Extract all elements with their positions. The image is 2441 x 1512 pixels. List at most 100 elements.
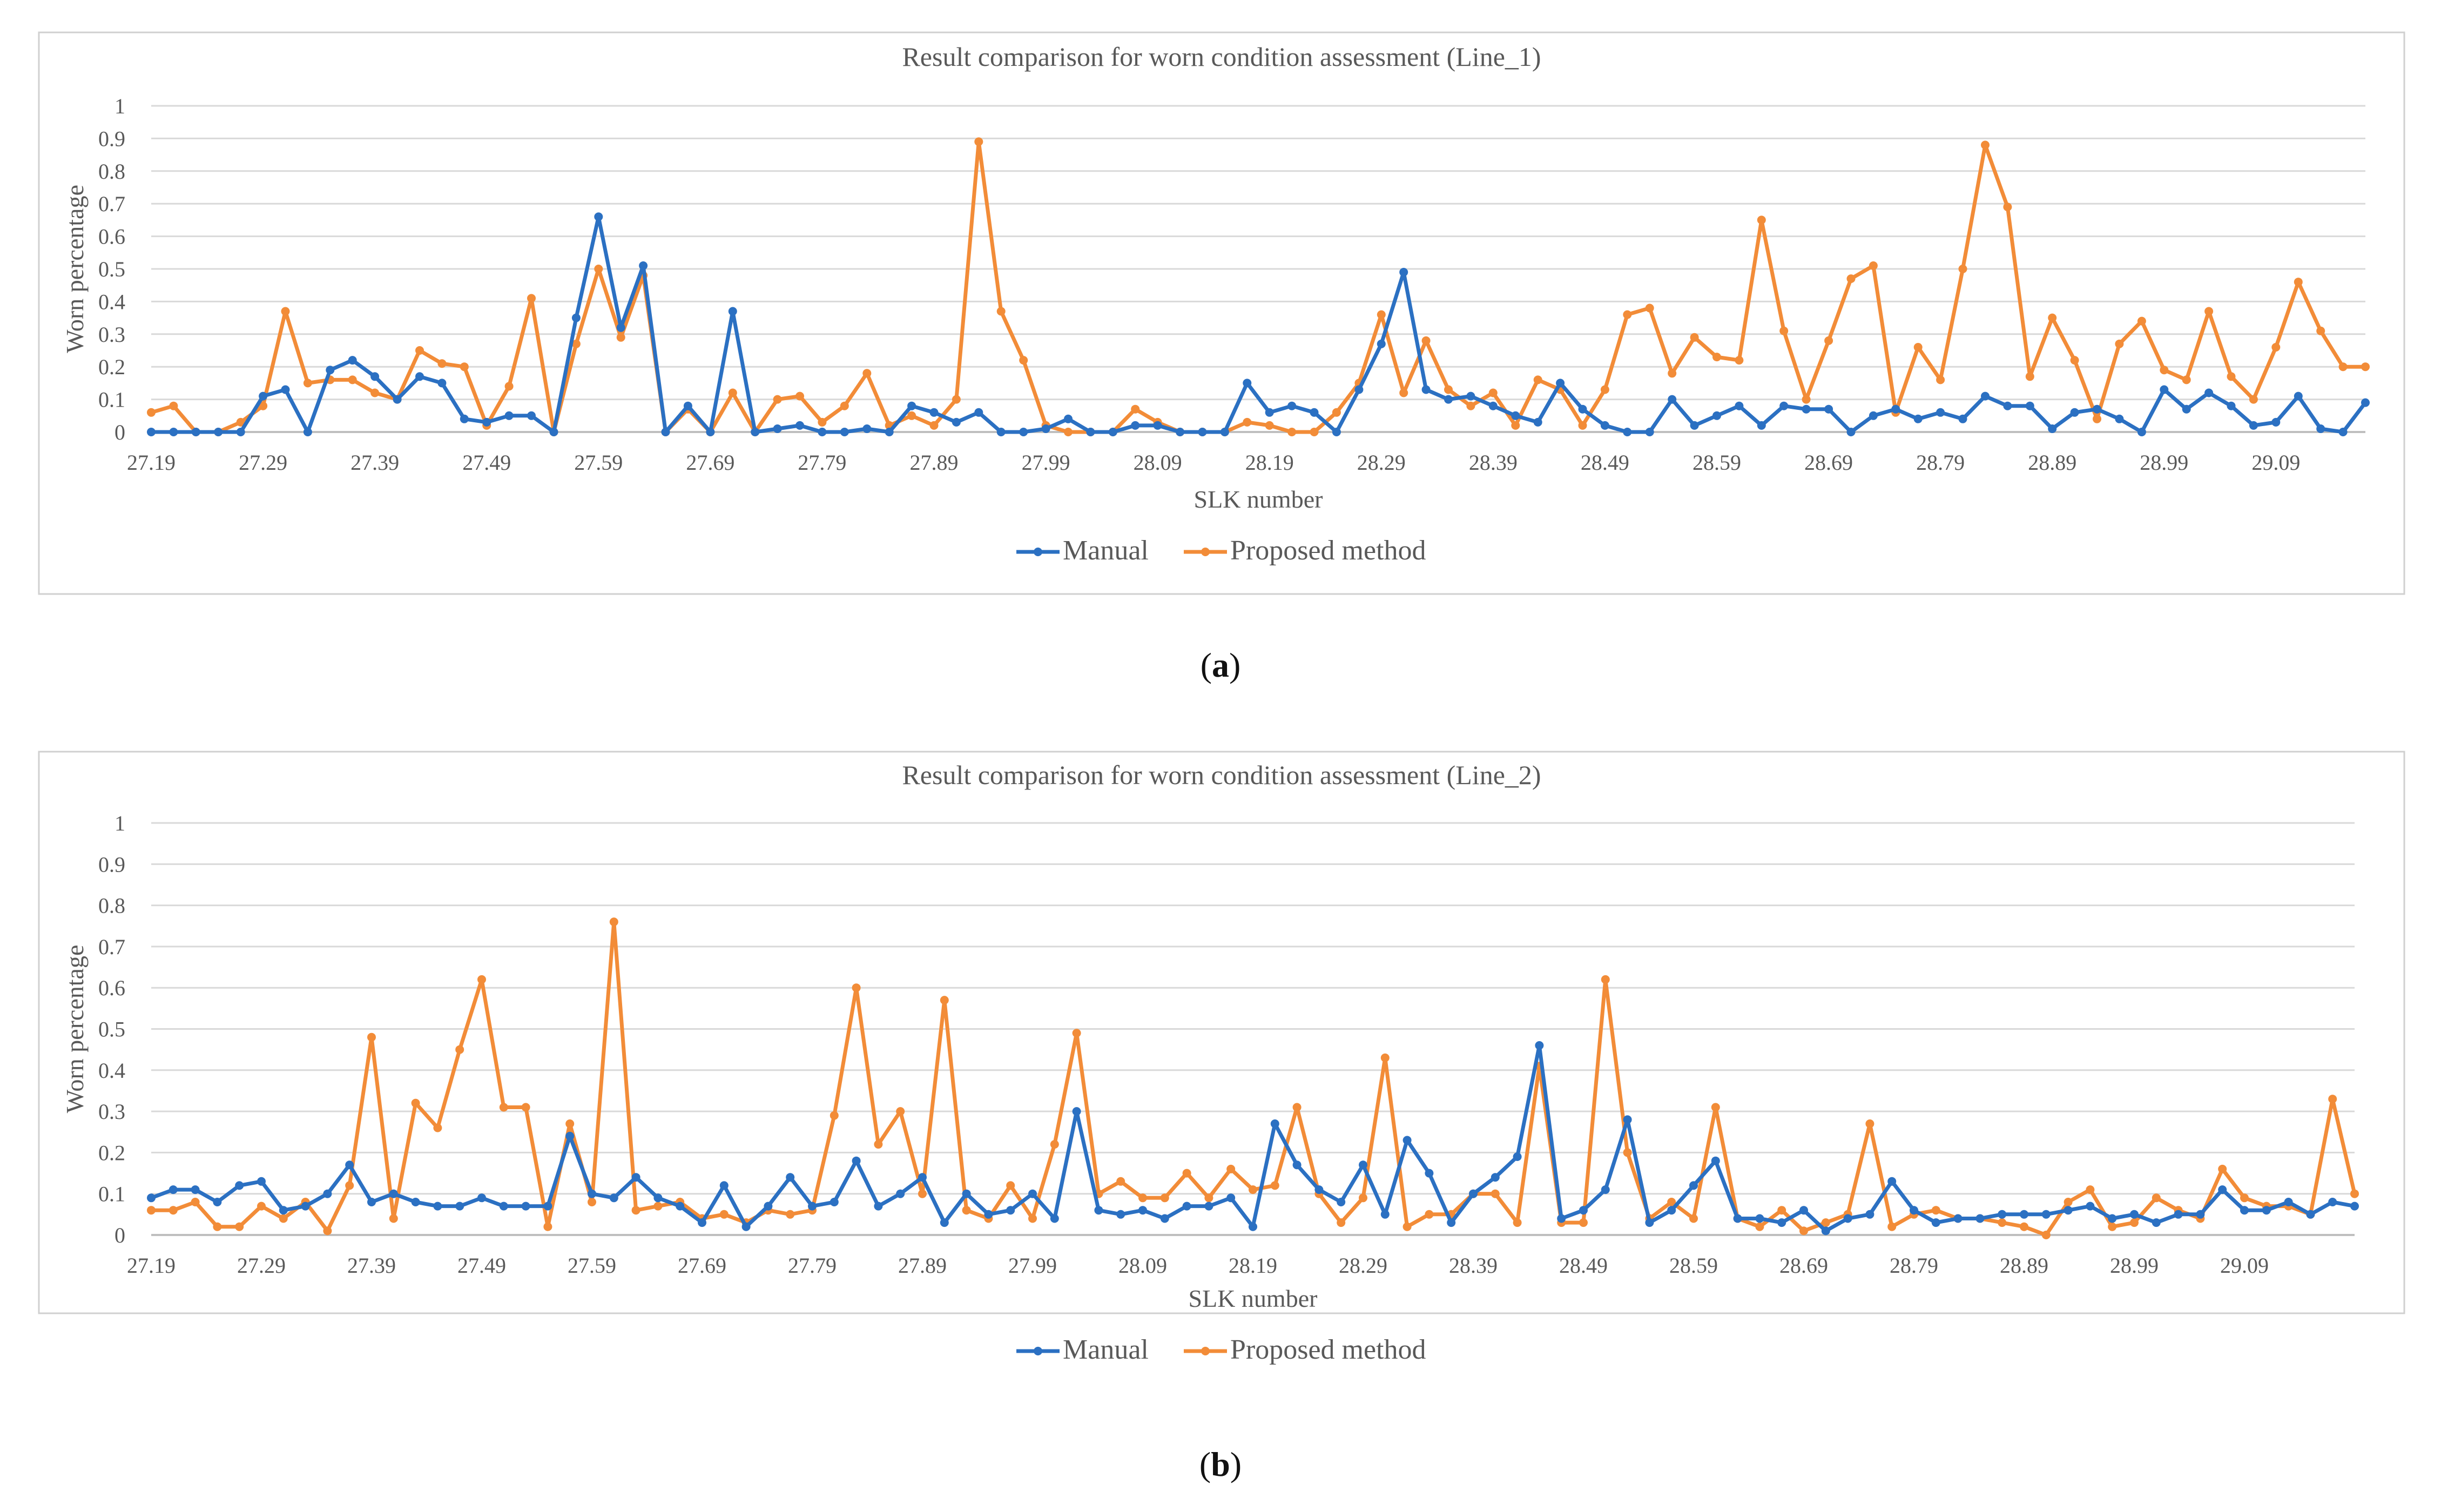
data-point bbox=[940, 996, 949, 1005]
data-point bbox=[940, 1218, 949, 1227]
data-point bbox=[2350, 1202, 2359, 1211]
data-point bbox=[830, 1198, 839, 1206]
data-point bbox=[279, 1206, 288, 1215]
data-point bbox=[2249, 395, 2258, 404]
legend-marker-manual bbox=[1034, 548, 1042, 556]
data-point bbox=[2271, 343, 2281, 352]
y-tick-label: 0.6 bbox=[98, 225, 125, 249]
data-point bbox=[477, 975, 486, 984]
data-point bbox=[367, 1032, 376, 1042]
data-point bbox=[1799, 1226, 1808, 1236]
data-point bbox=[2064, 1206, 2073, 1215]
data-point bbox=[1689, 1214, 1698, 1223]
data-point bbox=[370, 388, 380, 397]
data-point bbox=[415, 372, 424, 381]
data-point bbox=[996, 307, 1006, 316]
x-tick-label: 28.29 bbox=[1339, 1253, 1387, 1278]
data-point bbox=[1337, 1218, 1346, 1227]
data-point bbox=[962, 1189, 971, 1198]
data-point bbox=[1887, 1222, 1897, 1231]
data-point bbox=[588, 1198, 596, 1206]
data-point bbox=[1843, 1214, 1852, 1223]
data-point bbox=[521, 1202, 530, 1211]
x-tick-label: 27.79 bbox=[798, 450, 846, 475]
data-point bbox=[2003, 202, 2012, 212]
data-point bbox=[1399, 268, 1408, 276]
data-point bbox=[2108, 1214, 2117, 1223]
y-tick-label: 0.5 bbox=[98, 1017, 125, 1042]
data-point bbox=[773, 424, 782, 433]
data-point bbox=[852, 1156, 861, 1165]
data-point bbox=[974, 137, 983, 146]
data-point bbox=[477, 1193, 486, 1203]
data-point bbox=[1243, 417, 1252, 427]
data-point bbox=[2041, 1231, 2051, 1239]
data-point bbox=[2361, 398, 2370, 407]
data-point bbox=[1425, 1169, 1434, 1178]
data-point bbox=[1513, 1152, 1522, 1161]
data-point bbox=[571, 313, 581, 322]
x-tick-label: 28.49 bbox=[1581, 450, 1629, 475]
data-point bbox=[594, 212, 603, 221]
data-point bbox=[1488, 388, 1498, 397]
data-point bbox=[952, 417, 961, 427]
data-point bbox=[281, 307, 290, 316]
data-point bbox=[2174, 1210, 2183, 1219]
x-tick-label: 29.09 bbox=[2251, 450, 2300, 475]
data-point bbox=[1645, 303, 1654, 313]
data-point bbox=[2306, 1210, 2315, 1219]
data-point bbox=[2182, 375, 2191, 384]
data-point bbox=[2048, 313, 2057, 322]
data-point bbox=[527, 411, 536, 420]
data-point bbox=[257, 1177, 266, 1186]
x-tick-label: 28.19 bbox=[1229, 1253, 1277, 1278]
data-point bbox=[1757, 215, 1766, 225]
data-point bbox=[1579, 1218, 1588, 1227]
data-point bbox=[907, 401, 916, 410]
data-point bbox=[1824, 336, 1833, 345]
data-point bbox=[1869, 261, 1878, 270]
y-tick-label: 1 bbox=[114, 811, 125, 835]
data-point bbox=[393, 395, 402, 404]
data-point bbox=[1600, 421, 1609, 430]
data-point bbox=[588, 1189, 596, 1198]
data-point bbox=[1578, 421, 1587, 430]
data-point bbox=[2338, 362, 2348, 372]
data-point bbox=[1138, 1193, 1147, 1203]
caption-b-letter: b bbox=[1211, 1445, 1230, 1483]
data-point bbox=[504, 411, 514, 420]
data-point bbox=[2227, 401, 2236, 410]
data-point bbox=[1755, 1214, 1764, 1223]
x-tick-label: 27.29 bbox=[239, 450, 287, 475]
x-tick-label: 28.39 bbox=[1449, 1253, 1498, 1278]
data-point bbox=[389, 1214, 398, 1223]
series-manual bbox=[147, 1041, 2359, 1236]
data-point bbox=[345, 1160, 354, 1170]
data-point bbox=[639, 261, 648, 270]
data-point bbox=[437, 379, 447, 388]
data-point bbox=[303, 379, 312, 388]
data-point bbox=[1910, 1206, 1918, 1215]
data-point bbox=[1891, 404, 1900, 414]
data-point bbox=[2115, 339, 2124, 348]
x-tick-label: 28.29 bbox=[1357, 450, 1406, 475]
x-tick-label: 28.89 bbox=[2000, 1253, 2048, 1278]
data-point bbox=[1153, 421, 1162, 430]
data-point bbox=[1287, 401, 1297, 410]
data-point bbox=[2271, 417, 2281, 427]
y-tick-label: 1 bbox=[114, 94, 125, 118]
data-point bbox=[2294, 392, 2303, 401]
data-point bbox=[301, 1202, 310, 1211]
data-point bbox=[1377, 310, 1386, 319]
data-point bbox=[1557, 1214, 1566, 1223]
data-point bbox=[1869, 411, 1878, 420]
data-point bbox=[303, 428, 312, 436]
data-point bbox=[1887, 1177, 1897, 1186]
data-point bbox=[1533, 375, 1542, 384]
data-point bbox=[411, 1098, 420, 1108]
x-tick-label: 29.09 bbox=[2220, 1253, 2269, 1278]
data-point bbox=[147, 408, 156, 417]
y-axis-label: Worn percentage bbox=[61, 945, 89, 1113]
data-point bbox=[1116, 1210, 1125, 1219]
data-point bbox=[1488, 401, 1498, 410]
